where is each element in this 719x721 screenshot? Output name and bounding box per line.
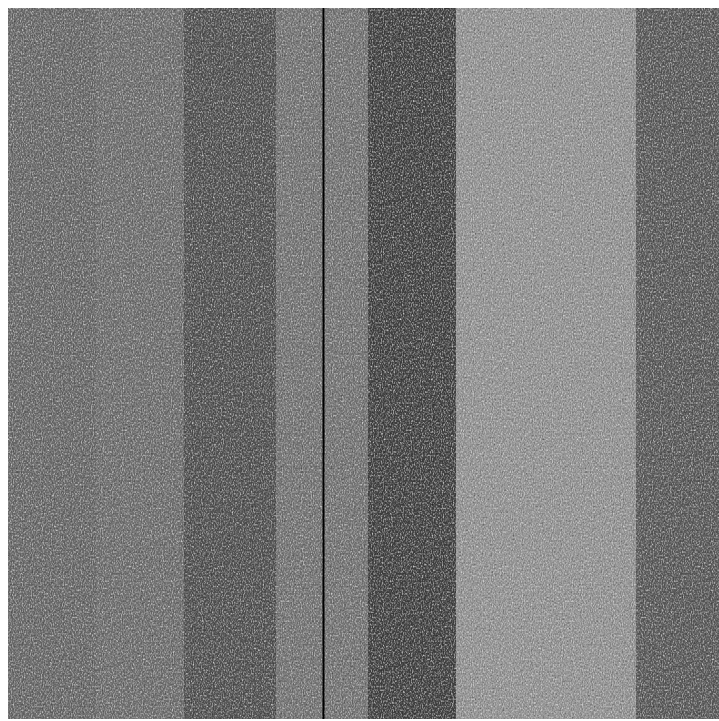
noise-texture-image xyxy=(8,8,719,719)
scanline-overlay xyxy=(8,8,719,719)
